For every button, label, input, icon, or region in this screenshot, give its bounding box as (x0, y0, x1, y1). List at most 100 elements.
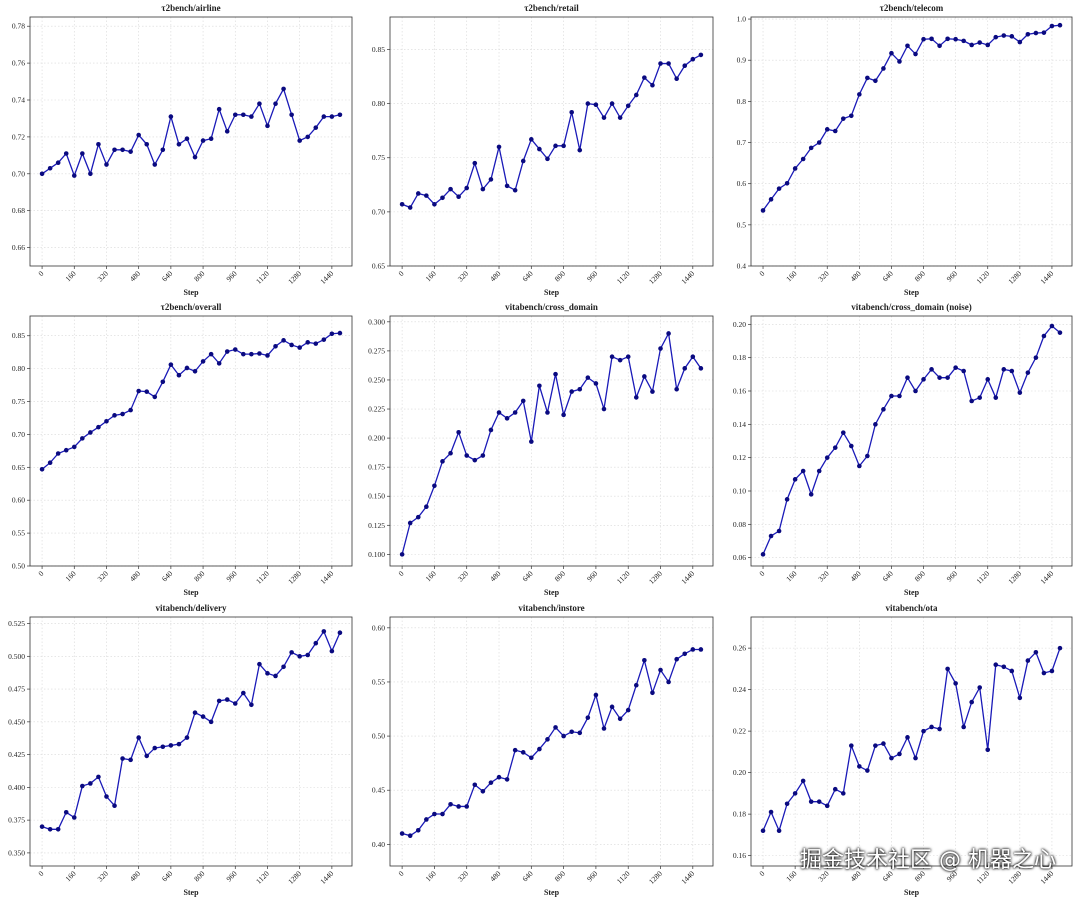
data-point (168, 114, 174, 119)
data-point (768, 197, 774, 202)
data-point (800, 778, 806, 784)
data-point (921, 728, 926, 734)
data-point (913, 755, 918, 761)
y-tick-label: 1.0 (737, 15, 747, 24)
x-tick-label: 960 (945, 269, 959, 283)
data-point (537, 746, 542, 752)
data-point (1049, 323, 1055, 329)
data-point (176, 741, 182, 747)
data-point (192, 154, 198, 160)
plot-frame (29, 315, 353, 567)
data-point (472, 457, 478, 463)
data-point (961, 368, 966, 374)
x-tick-label: 160 (784, 569, 798, 583)
x-tick-label: 1440 (1038, 569, 1055, 586)
y-tick-label: 0.525 (8, 619, 25, 628)
data-point (881, 407, 886, 412)
data-point (1017, 39, 1023, 45)
data-point (1017, 695, 1023, 701)
x-tick-label: 480 (128, 869, 142, 883)
data-point (321, 114, 327, 119)
data-point (257, 661, 262, 667)
data-point (488, 780, 494, 785)
data-point (905, 375, 910, 380)
data-point (658, 61, 663, 66)
data-line (41, 332, 340, 470)
data-point (545, 737, 550, 742)
data-point (71, 444, 77, 450)
data-point (1057, 645, 1063, 651)
data-point (800, 156, 806, 162)
x-tick-label: 640 (520, 569, 534, 583)
x-tick-label: 960 (585, 569, 599, 583)
x-tick-label: 160 (424, 569, 438, 583)
data-point (424, 504, 429, 509)
data-point (529, 439, 534, 444)
x-tick-label: 1280 (1006, 269, 1023, 286)
x-tick-label: 800 (913, 269, 927, 283)
y-tick-label: 0.9 (737, 56, 747, 65)
data-point (776, 528, 782, 534)
data-point (47, 460, 53, 466)
x-tick-label: 480 (488, 869, 502, 883)
data-point (808, 799, 814, 804)
data-point (184, 365, 190, 371)
data-point (945, 36, 950, 42)
data-point (415, 514, 421, 520)
chart-title: vitabench/delivery (156, 603, 227, 613)
data-point (682, 63, 688, 69)
data-line (41, 87, 341, 178)
x-tick-label: 960 (224, 269, 238, 283)
data-point (39, 171, 45, 177)
x-tick-label: 640 (520, 269, 534, 283)
data-point (216, 698, 222, 704)
y-tick-label: 0.20 (733, 320, 746, 329)
data-point (265, 353, 270, 358)
data-point (585, 375, 591, 380)
data-point (832, 445, 838, 450)
data-point (650, 389, 655, 394)
data-line (762, 647, 1061, 833)
data-point (241, 351, 246, 357)
data-point (249, 702, 254, 708)
data-point (698, 52, 704, 58)
x-axis-label: Step (904, 888, 920, 897)
data-point (407, 205, 413, 210)
data-point (784, 180, 790, 186)
data-point (313, 341, 319, 346)
data-point (1049, 668, 1055, 674)
y-tick-label: 0.22 (733, 727, 746, 736)
chart-title: τ2bench/telecom (880, 3, 944, 13)
data-point (593, 102, 599, 107)
data-point (1033, 30, 1039, 36)
data-point (650, 690, 655, 696)
x-tick-label: 1440 (679, 569, 696, 586)
y-tick-label: 0.175 (368, 463, 385, 472)
plot-frame (750, 315, 1073, 567)
data-point (808, 145, 814, 151)
y-tick-label: 0.76 (12, 59, 25, 68)
data-point (424, 817, 429, 822)
data-point (297, 345, 302, 350)
x-axis-label: Step (183, 588, 199, 597)
x-tick-label: 1120 (974, 269, 991, 286)
data-point (792, 477, 798, 482)
data-point (216, 361, 222, 366)
data-point (407, 520, 413, 526)
data-point (849, 743, 854, 748)
data-point (208, 136, 214, 142)
data-point (1057, 330, 1063, 335)
data-point (857, 92, 862, 97)
data-point (265, 671, 270, 676)
data-point (824, 127, 830, 132)
data-point (537, 383, 542, 389)
x-tick-label: 640 (881, 269, 895, 283)
data-point (1001, 367, 1007, 372)
data-point (857, 463, 862, 469)
data-point (496, 144, 502, 150)
y-tick-label: 0.80 (12, 364, 25, 373)
x-tick-label: 1280 (1006, 569, 1023, 586)
x-tick-label: 960 (945, 569, 959, 583)
data-point (448, 186, 453, 192)
data-point (144, 389, 150, 394)
